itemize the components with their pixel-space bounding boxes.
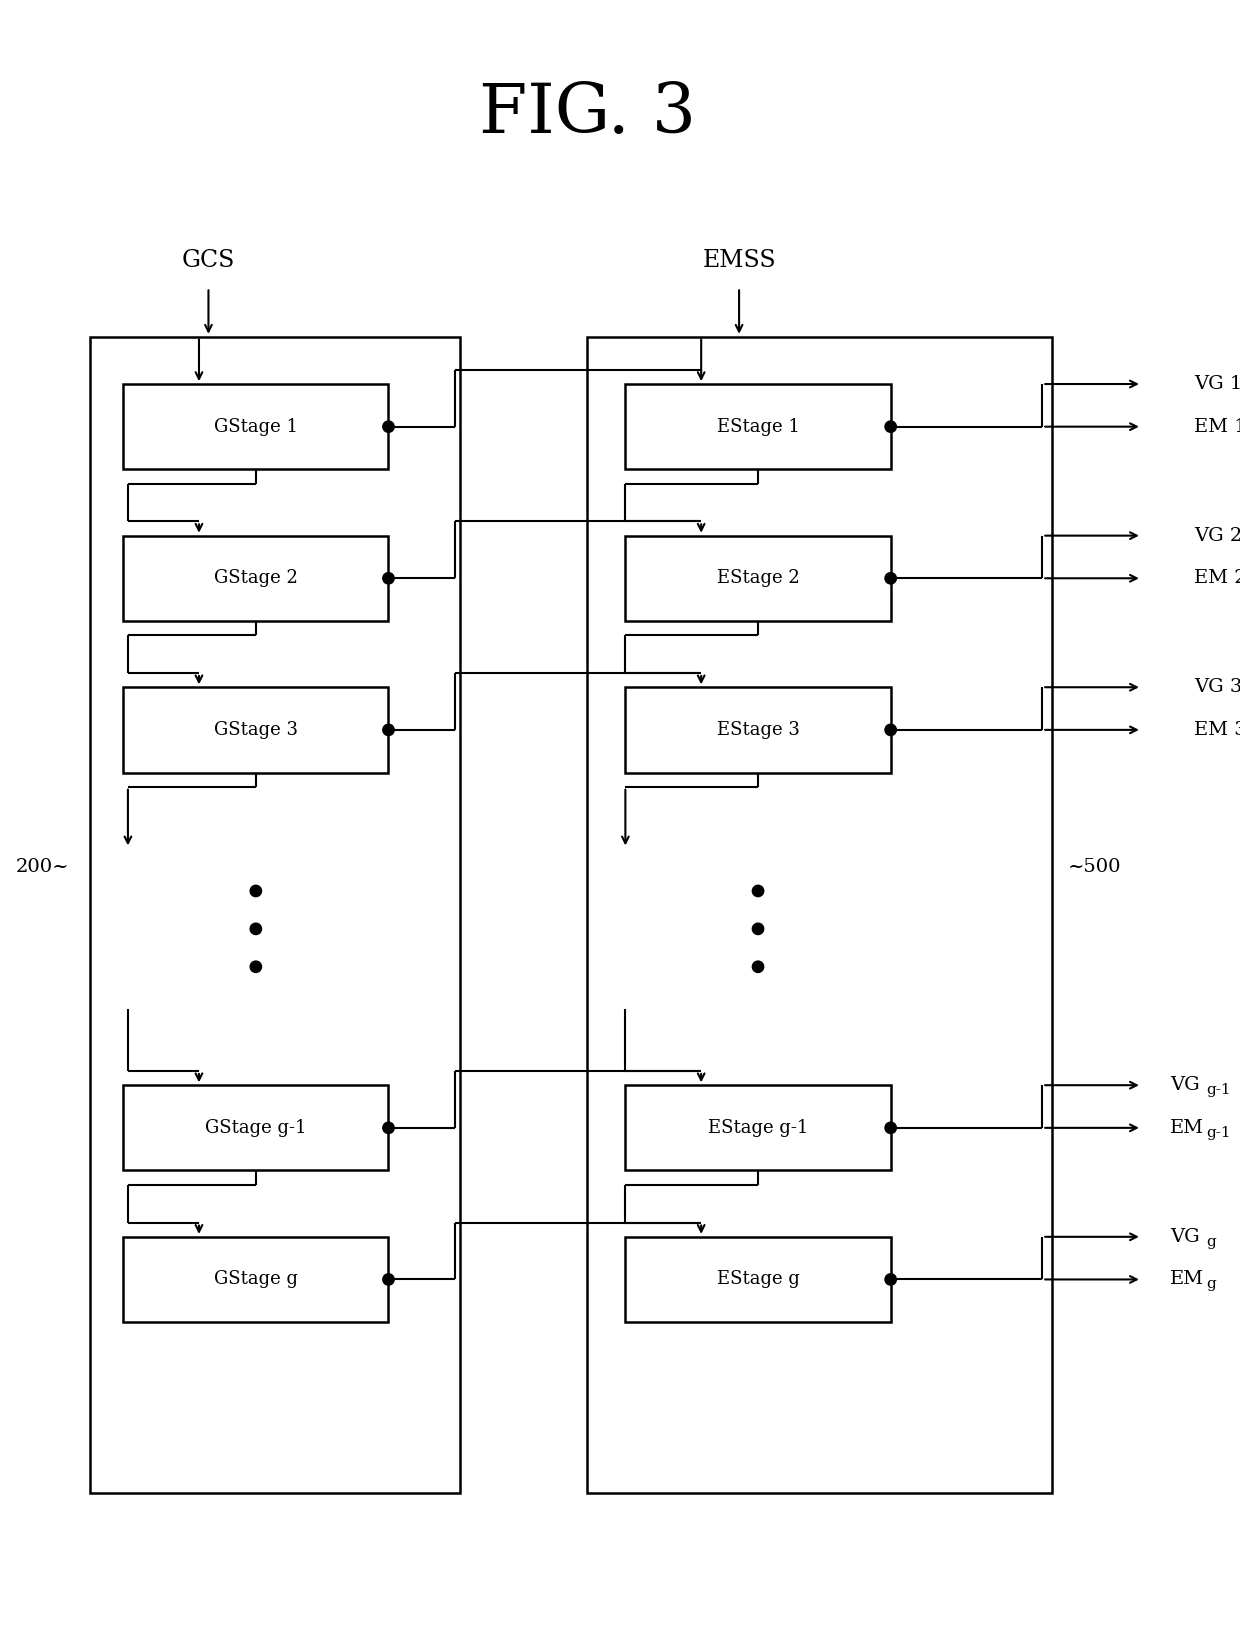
- Text: EMSS: EMSS: [702, 249, 776, 272]
- Bar: [625, 687, 890, 772]
- Bar: [123, 535, 388, 622]
- Text: GCS: GCS: [182, 249, 236, 272]
- Circle shape: [383, 420, 394, 432]
- Text: EM: EM: [1171, 1119, 1204, 1137]
- Text: VG: VG: [1171, 1227, 1200, 1245]
- Text: g: g: [1207, 1235, 1216, 1248]
- Bar: [123, 1237, 388, 1322]
- Circle shape: [885, 1274, 897, 1286]
- Text: GStage 1: GStage 1: [213, 417, 298, 435]
- Bar: [123, 687, 388, 772]
- Text: GStage 2: GStage 2: [213, 569, 298, 587]
- Text: EM 3: EM 3: [1194, 721, 1240, 739]
- Text: g: g: [1207, 1278, 1216, 1291]
- Text: EM 2: EM 2: [1194, 569, 1240, 587]
- Text: VG 3: VG 3: [1194, 679, 1240, 697]
- Circle shape: [885, 725, 897, 736]
- Circle shape: [383, 725, 394, 736]
- Bar: [625, 1237, 890, 1322]
- Text: GStage 3: GStage 3: [213, 721, 298, 739]
- Text: g-1: g-1: [1207, 1126, 1231, 1140]
- Text: GStage g: GStage g: [213, 1271, 298, 1289]
- Circle shape: [753, 923, 764, 934]
- Circle shape: [383, 1122, 394, 1134]
- Text: VG: VG: [1171, 1076, 1200, 1094]
- Bar: [588, 337, 1052, 1492]
- Text: VG 1: VG 1: [1194, 375, 1240, 393]
- Circle shape: [885, 420, 897, 432]
- Circle shape: [383, 1274, 394, 1286]
- Text: FIG. 3: FIG. 3: [479, 80, 696, 147]
- Circle shape: [885, 573, 897, 584]
- Text: 200~: 200~: [16, 859, 69, 877]
- Text: EStage g-1: EStage g-1: [708, 1119, 808, 1137]
- Bar: [625, 384, 890, 470]
- Circle shape: [885, 1122, 897, 1134]
- Text: EStage g: EStage g: [717, 1271, 800, 1289]
- Circle shape: [250, 885, 262, 897]
- Text: EM 1: EM 1: [1194, 417, 1240, 435]
- Circle shape: [383, 573, 394, 584]
- Text: VG 2: VG 2: [1194, 527, 1240, 545]
- Circle shape: [753, 960, 764, 972]
- Bar: [625, 535, 890, 622]
- Text: EStage 1: EStage 1: [717, 417, 800, 435]
- Circle shape: [250, 923, 262, 934]
- Text: EStage 2: EStage 2: [717, 569, 800, 587]
- Bar: [123, 384, 388, 470]
- Text: GStage g-1: GStage g-1: [205, 1119, 306, 1137]
- Text: EStage 3: EStage 3: [717, 721, 800, 739]
- Bar: [625, 1085, 890, 1170]
- Text: EM: EM: [1171, 1271, 1204, 1289]
- Bar: [123, 1085, 388, 1170]
- Bar: [91, 337, 460, 1492]
- Circle shape: [250, 960, 262, 972]
- Circle shape: [753, 885, 764, 897]
- Text: ~500: ~500: [1068, 859, 1121, 877]
- Text: g-1: g-1: [1207, 1083, 1231, 1098]
